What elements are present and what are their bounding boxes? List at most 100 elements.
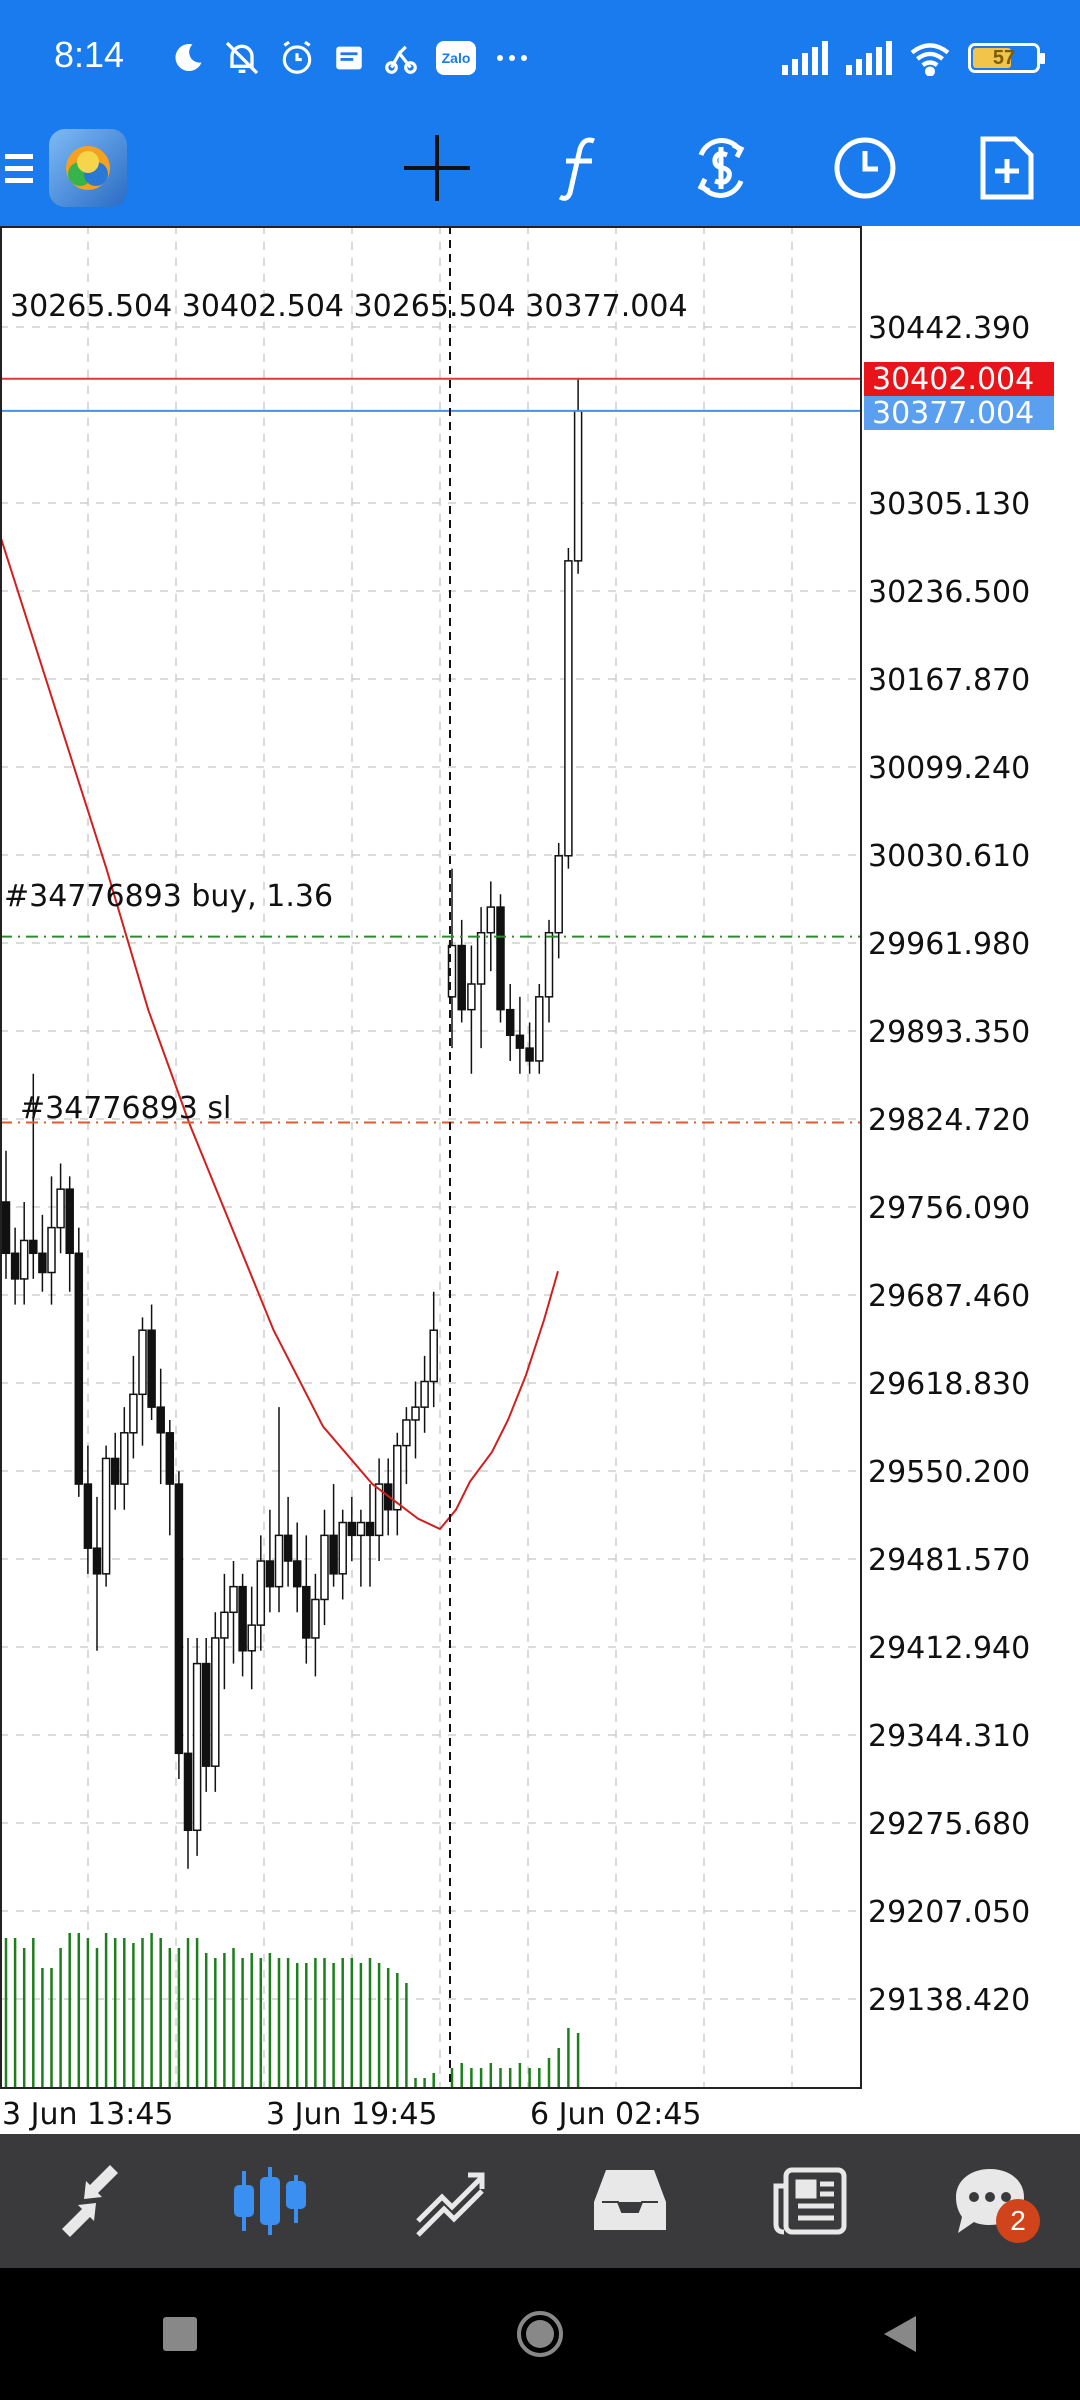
top-bar: 8:14 Zalo 57 — [0, 0, 1080, 226]
price-axis: 30442.390 30305.130 30236.500 30167.870 3009… — [868, 311, 1030, 2018]
price-chart[interactable]: 30265.504 30402.504 30265.504 30377.004 … — [0, 226, 1080, 2134]
menu-button[interactable] — [0, 110, 40, 226]
candle-body — [247, 1624, 256, 1652]
candle-body — [320, 1534, 329, 1601]
newspaper-icon — [773, 2167, 847, 2235]
nav-messages[interactable]: 2 — [930, 2141, 1050, 2261]
unread-messages-badge: 2 — [996, 2199, 1040, 2243]
nav-history[interactable] — [570, 2141, 690, 2261]
indicators-button[interactable] — [534, 110, 624, 226]
candle-body — [420, 1380, 429, 1408]
candle-body — [211, 1637, 220, 1767]
circle-icon — [517, 2311, 563, 2357]
price-axis-label: 29207.050 — [868, 1895, 1030, 1930]
battery-icon: 57 — [968, 43, 1045, 73]
moving-average-line — [0, 534, 559, 1531]
candle-body — [564, 560, 573, 857]
signal-icon — [846, 41, 892, 75]
candle-body — [554, 855, 563, 934]
trade-lines-icon — [416, 2172, 485, 2237]
candle-body — [525, 1047, 534, 1062]
indicator-f-icon — [558, 137, 595, 201]
candle-body — [19, 1239, 29, 1280]
candle-body — [347, 1521, 357, 1537]
ask-price-label: 30377.004 — [864, 396, 1054, 431]
price-axis-label: 30167.870 — [868, 663, 1030, 698]
app-logo-button[interactable] — [46, 110, 130, 226]
candle-body — [201, 1662, 211, 1767]
timeframe-button[interactable] — [820, 110, 910, 226]
candle-body — [101, 1457, 111, 1575]
candle-body — [120, 1432, 129, 1485]
status-time: 8:14 — [54, 34, 125, 75]
more-icon — [497, 55, 527, 61]
candle-body — [110, 1457, 120, 1485]
recents-button[interactable] — [130, 2284, 230, 2384]
candle-body — [365, 1521, 375, 1537]
candle-body — [229, 1585, 238, 1614]
candle-body — [535, 996, 544, 1062]
candle-body — [265, 1560, 275, 1588]
signal-icon — [782, 41, 828, 75]
candle-body — [329, 1534, 338, 1575]
app-logo — [49, 129, 127, 207]
candle-body — [429, 1329, 438, 1383]
candle-body — [457, 944, 466, 1011]
nav-chart[interactable] — [210, 2141, 330, 2261]
price-axis-label: 29893.350 — [868, 1015, 1030, 1050]
price-axis-label: 29481.570 — [868, 1543, 1030, 1578]
bell-off-icon — [225, 41, 259, 75]
candle-body — [311, 1598, 320, 1639]
candle-body — [302, 1585, 311, 1639]
time-axis-label: 3 Jun 13:45 — [2, 2097, 174, 2132]
chart-candles-icon — [234, 2167, 306, 2235]
price-lines — [0, 377, 860, 1124]
time-axis-label: 3 Jun 19:45 — [266, 2097, 438, 2132]
candle-body — [156, 1406, 165, 1434]
price-axis-label: 29756.090 — [868, 1191, 1030, 1226]
symbol-switch-icon — [697, 138, 745, 198]
candle-body — [183, 1752, 193, 1832]
home-button[interactable] — [490, 2284, 590, 2384]
candle-body — [238, 1585, 247, 1652]
candle-body — [411, 1406, 420, 1421]
price-axis-label: 29412.940 — [868, 1631, 1030, 1666]
candle-body — [138, 1329, 147, 1396]
crosshair-button[interactable] — [392, 110, 482, 226]
candle-body — [174, 1483, 184, 1755]
square-icon — [163, 2317, 197, 2351]
price-axis-label: 29344.310 — [868, 1719, 1030, 1754]
candle-body — [476, 931, 486, 985]
nav-trade[interactable] — [390, 2141, 510, 2261]
nav-news[interactable] — [750, 2141, 870, 2261]
zalo-icon: Zalo — [436, 41, 476, 75]
candle-body — [515, 1034, 525, 1049]
system-navigation-bar — [0, 2268, 1080, 2400]
bid-price-label: 30402.004 — [864, 362, 1054, 397]
price-axis-label: 29275.680 — [868, 1807, 1030, 1842]
metatrader-logo-icon — [66, 146, 110, 190]
nav-quotes[interactable] — [30, 2141, 150, 2261]
candle-body — [544, 931, 554, 998]
candle-body — [505, 1008, 515, 1037]
candle-body — [447, 944, 457, 998]
symbols-button[interactable] — [676, 110, 766, 226]
price-axis-label: 30030.610 — [868, 839, 1030, 874]
price-axis-label: 29687.460 — [868, 1279, 1030, 1314]
candle-body — [573, 410, 583, 562]
crosshair-icon — [404, 135, 470, 201]
back-button[interactable] — [850, 2284, 950, 2384]
quotes-arrows-icon — [62, 2165, 118, 2237]
candle-body — [356, 1521, 366, 1537]
time-axis: 3 Jun 13:45 3 Jun 19:45 6 Jun 02:45 — [2, 2097, 702, 2132]
candle-body — [129, 1393, 138, 1434]
chart-canvas[interactable]: 30265.504 30402.504 30265.504 30377.004 … — [0, 226, 1080, 2134]
plot-frame — [0, 226, 862, 2089]
new-order-button[interactable] — [962, 110, 1052, 226]
price-axis-label: 30442.390 — [868, 311, 1030, 346]
candle-body — [256, 1560, 266, 1626]
triangle-back-icon — [884, 2316, 916, 2352]
candle-body — [496, 906, 505, 1011]
new-order-icon — [980, 136, 1034, 200]
order-line-label: #34776893 buy, 1.36 — [4, 879, 333, 914]
